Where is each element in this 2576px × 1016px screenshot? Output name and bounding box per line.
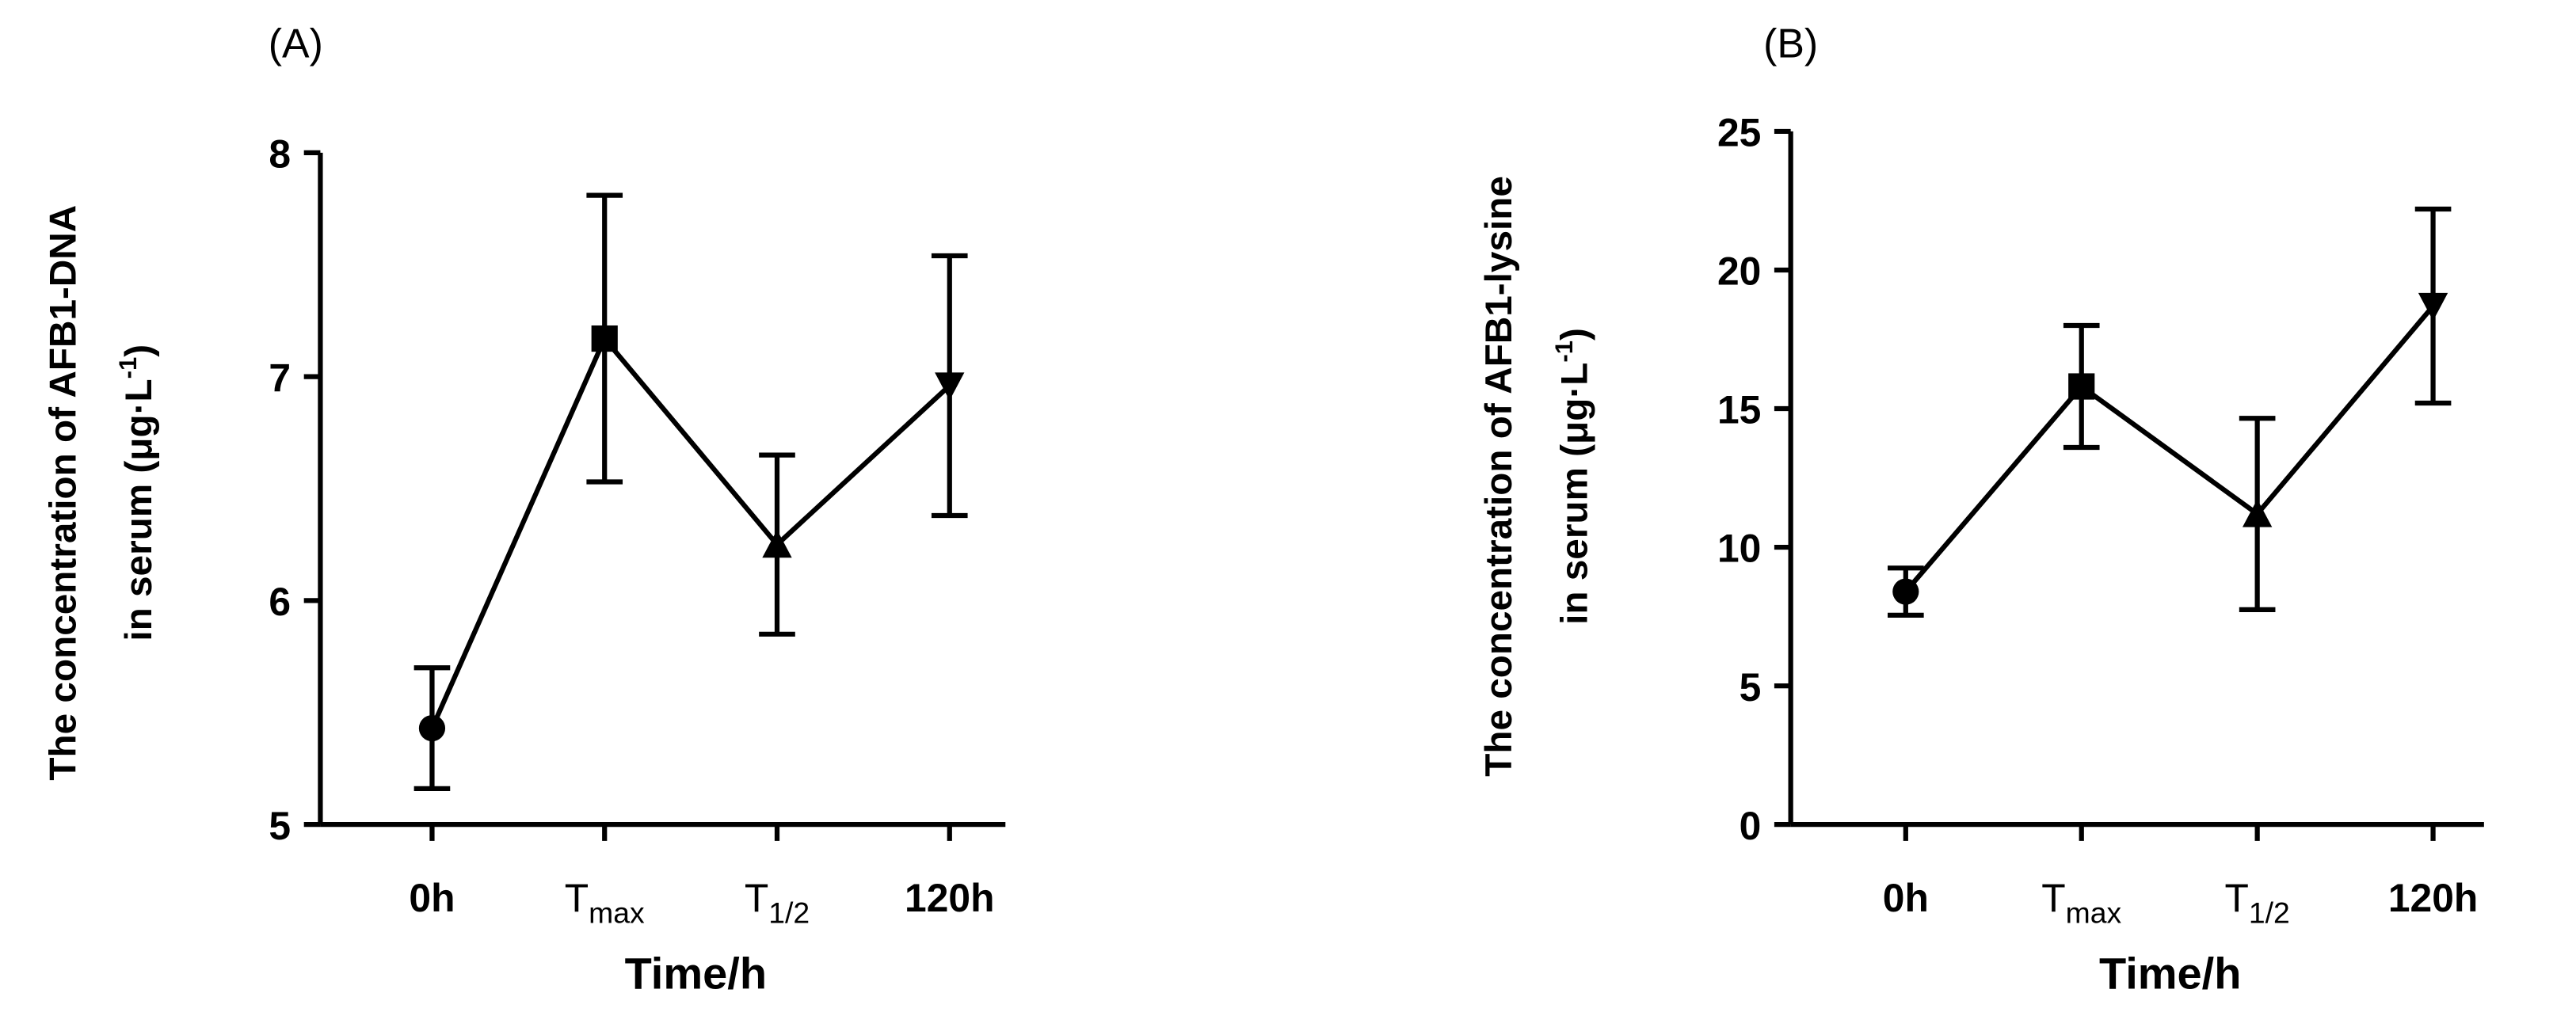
x-axis-title: Time/h [2099,949,2241,999]
x-tick-label: 0h [1883,876,1929,920]
x-tick-label-sub: 1/2 [2249,896,2290,930]
x-tick-label-main: T [2224,876,2248,920]
y-tick-label: 5 [1740,665,1762,710]
x-axis-title: Time/h [625,949,767,999]
y-tick-label: 15 [1717,388,1761,432]
y-axis-title: in serum (μg·L-1) [1550,328,1596,625]
x-tick-label-main: T [565,876,589,920]
y-title-sup: -1 [114,357,142,379]
x-tick-label: 0h [409,876,455,920]
x-tick-label: T1/2 [745,876,810,930]
x-tick-label-sub: max [2066,896,2122,930]
series-line [429,333,951,729]
y-axis-title: in serum (μg·L-1) [114,344,160,641]
y-tick-label: 7 [269,356,291,400]
y-title-part: ) [1553,328,1595,341]
y-tick-label: 10 [1717,527,1761,571]
y-axis-title: The concentration of AFB1-DNA [42,205,84,781]
x-tick-label: Tmax [2041,876,2121,930]
y-title-part: in serum (μg·L [1553,363,1595,625]
y-tick-label: 20 [1717,249,1761,294]
marker [591,325,618,352]
x-tick-label: 120h [2388,876,2478,920]
panel-label: (B) [1763,21,1818,67]
x-tick-label: T1/2 [2224,876,2289,930]
x-tick-label: 120h [905,876,994,920]
x-tick-label-main: T [745,876,768,920]
y-tick-label: 25 [1717,111,1761,155]
x-tick-label-sub: max [589,896,645,930]
marker [418,714,446,742]
marker [2242,499,2273,527]
y-axis-title: The concentration of AFB1-lysine [1478,176,1520,777]
y-tick-label: 8 [269,132,291,177]
x-tick-label-main: T [2041,876,2065,920]
x-tick-label: Tmax [565,876,645,930]
series-line [1903,304,2435,594]
marker [762,530,792,558]
y-title-sup: -1 [1550,341,1578,363]
marker [2418,292,2448,322]
y-title-part: ) [118,344,160,357]
marker [935,372,965,401]
y-tick-label: 6 [269,580,291,624]
y-tick-label: 5 [269,804,291,848]
marker [1892,578,1919,605]
y-title-part: in serum (μg·L [118,379,160,641]
x-tick-label-sub: 1/2 [768,896,810,930]
panel-label: (A) [269,21,323,67]
marker [2068,373,2095,400]
y-tick-label: 0 [1740,804,1762,848]
